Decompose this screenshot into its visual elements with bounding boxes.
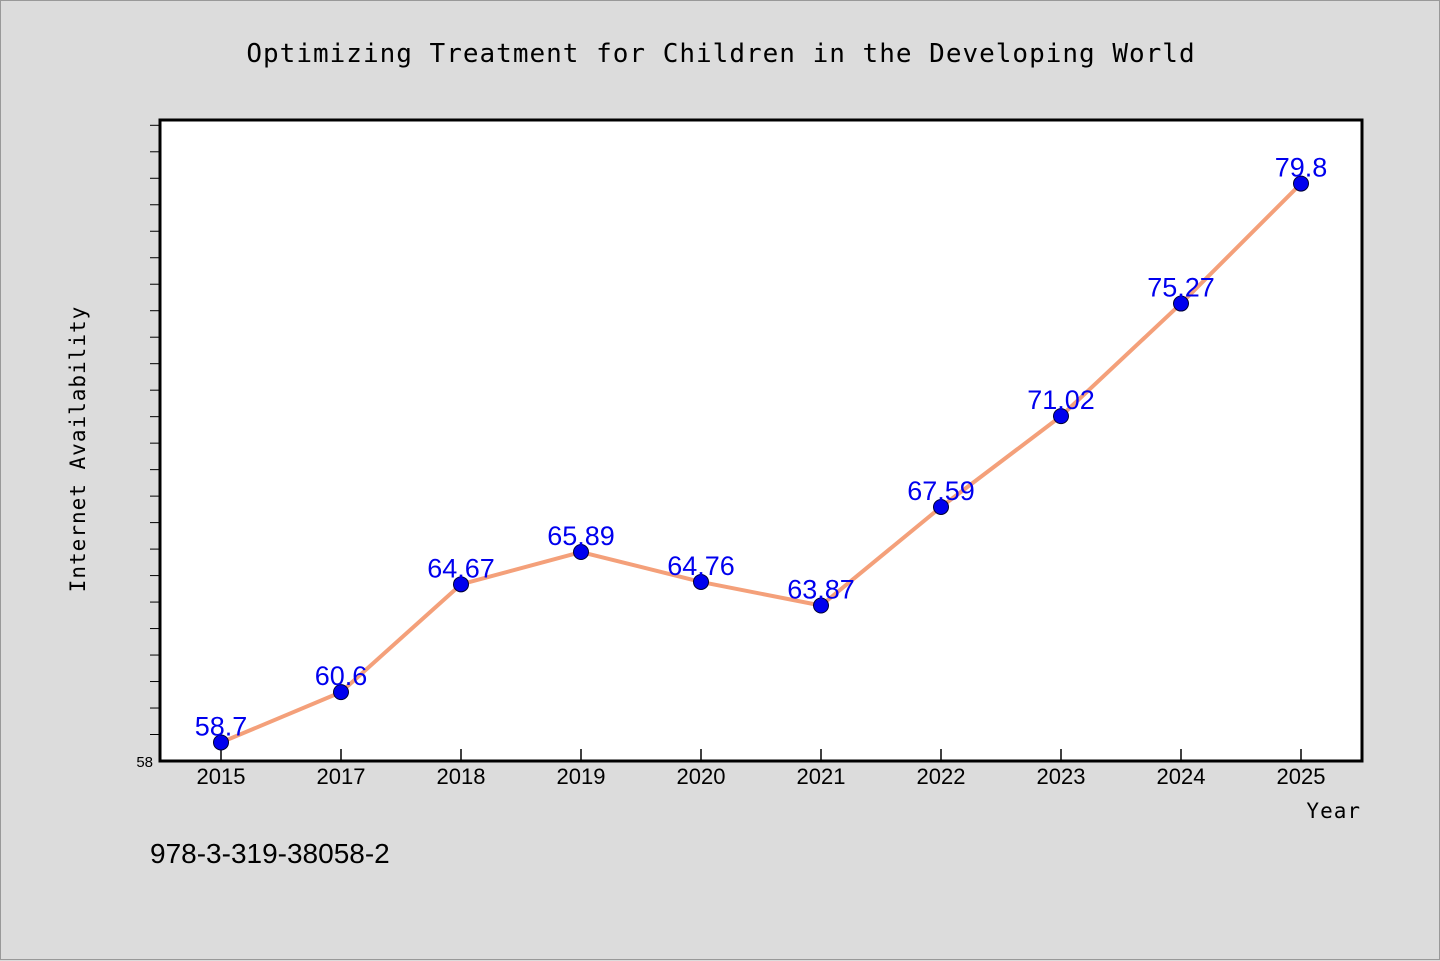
x-tick-label: 2018 bbox=[437, 764, 486, 789]
data-point bbox=[333, 684, 349, 701]
data-point bbox=[1293, 175, 1309, 192]
x-tick-label: 2021 bbox=[797, 764, 846, 789]
data-label: 58.7 bbox=[195, 711, 248, 741]
y-axis-label: Internet Availability bbox=[66, 306, 90, 593]
x-axis-ticks bbox=[220, 749, 1302, 761]
data-point bbox=[933, 498, 949, 515]
isbn-text: 978-3-319-38058-2 bbox=[150, 838, 390, 869]
data-label: 64.67 bbox=[427, 553, 495, 583]
data-point bbox=[573, 544, 589, 561]
data-labels: 58.7 60.6 64.67 65.89 64.76 63.87 67.59 71.02 75… bbox=[195, 153, 1328, 742]
data-point bbox=[813, 597, 829, 614]
data-point bbox=[1053, 408, 1069, 425]
x-tick-label: 2017 bbox=[317, 764, 366, 789]
data-point bbox=[213, 734, 229, 751]
x-tick-label: 2019 bbox=[557, 764, 606, 789]
data-point bbox=[453, 576, 469, 593]
chart-title: Optimizing Treatment for Children in the… bbox=[246, 39, 1195, 69]
data-label: 75.27 bbox=[1147, 273, 1215, 303]
x-tick-label: 2023 bbox=[1037, 764, 1086, 789]
x-tick-label: 2015 bbox=[197, 764, 246, 789]
y-axis-ticks bbox=[150, 124, 160, 736]
plot-area bbox=[160, 120, 1362, 761]
x-axis-label: Year bbox=[1306, 799, 1361, 823]
y-tick-label: 58 bbox=[136, 754, 153, 771]
x-tick-label: 2025 bbox=[1277, 764, 1326, 789]
series-markers bbox=[213, 175, 1309, 751]
series-line bbox=[219, 181, 1303, 745]
x-tick-label: 2024 bbox=[1157, 764, 1206, 789]
data-label: 79.8 bbox=[1275, 153, 1328, 183]
x-tick-label: 2022 bbox=[917, 764, 966, 789]
data-label: 60.6 bbox=[315, 661, 368, 691]
data-label: 71.02 bbox=[1027, 385, 1095, 415]
data-point bbox=[693, 573, 709, 590]
data-label: 64.76 bbox=[667, 551, 735, 581]
x-tick-label: 2020 bbox=[677, 764, 726, 789]
data-label: 65.89 bbox=[547, 521, 615, 551]
data-point bbox=[1173, 295, 1189, 312]
data-label: 67.59 bbox=[907, 476, 975, 506]
data-label: 63.87 bbox=[787, 575, 855, 605]
x-axis-tick-labels: 2015 2017 2018 2019 2020 2021 2022 2023 2024 2025 bbox=[197, 764, 1326, 789]
plot-border bbox=[158, 118, 1364, 763]
